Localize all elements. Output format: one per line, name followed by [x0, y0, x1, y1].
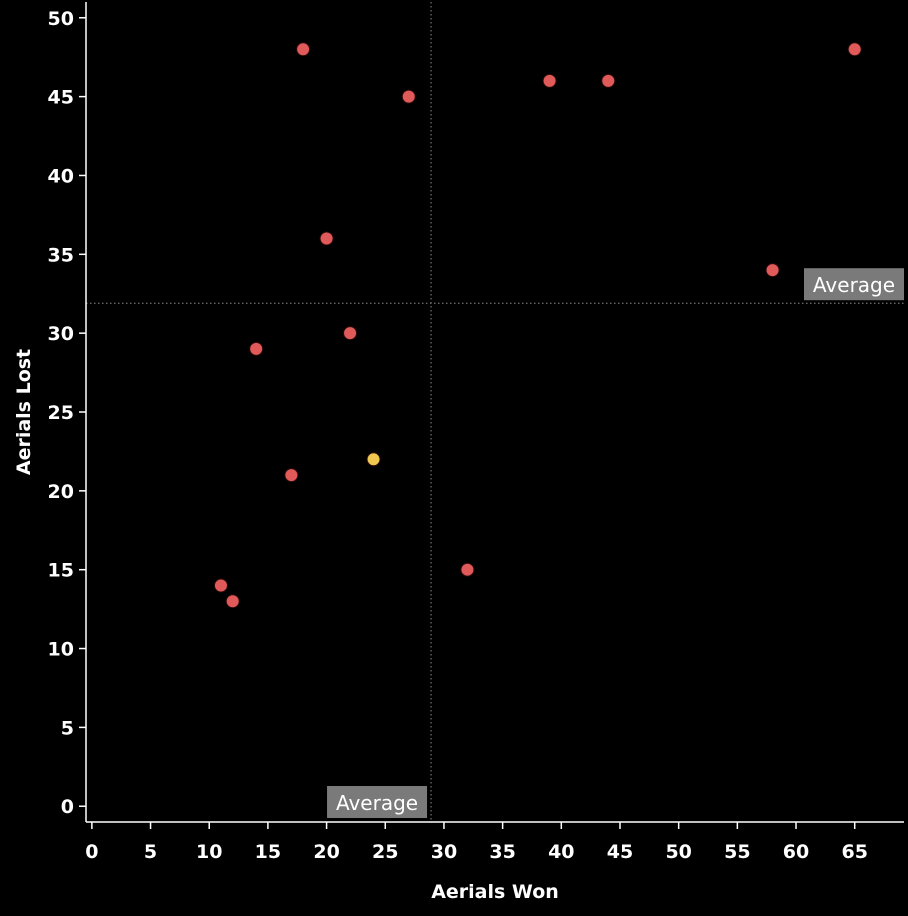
- reference-lines: [86, 2, 904, 822]
- x-tick-label: 5: [144, 841, 157, 863]
- y-tick-label: 50: [48, 8, 74, 30]
- y-tick-label: 25: [48, 402, 74, 424]
- data-point: [343, 326, 358, 341]
- data-point: [765, 263, 780, 278]
- x-tick-label: 50: [665, 841, 691, 863]
- y-tick-label: 20: [48, 481, 74, 503]
- axes: [85, 2, 904, 823]
- y-average-label-box: [804, 268, 904, 301]
- x-axis-ticks: 0 5 10 15 20 25 30 35 40 45 50 55 60 65: [85, 822, 868, 863]
- y-tick-label: 15: [48, 560, 74, 582]
- x-tick-label: 55: [724, 841, 750, 863]
- x-tick-label: 60: [783, 841, 809, 863]
- x-average-label-box: [327, 786, 428, 818]
- data-point: [296, 42, 311, 57]
- y-tick-label: 0: [61, 796, 74, 818]
- x-average-label: Average: [336, 791, 418, 815]
- y-tick-label: 40: [48, 165, 74, 187]
- y-tick-label: 35: [48, 244, 74, 266]
- data-points: [213, 42, 862, 609]
- x-tick-label: 65: [841, 841, 867, 863]
- y-average-label: Average: [813, 273, 895, 297]
- y-tick-label: 5: [61, 717, 74, 739]
- x-tick-label: 15: [255, 841, 281, 863]
- y-axis-title: Aerials Lost: [13, 349, 35, 475]
- reference-labels: Average Average: [327, 268, 904, 818]
- data-point: [460, 562, 475, 577]
- x-tick-label: 40: [548, 841, 574, 863]
- x-tick-label: 20: [313, 841, 339, 863]
- y-tick-label: 30: [48, 323, 74, 345]
- x-tick-label: 45: [607, 841, 633, 863]
- data-point: [401, 89, 416, 104]
- data-point: [319, 231, 334, 246]
- data-point: [249, 341, 264, 356]
- data-point: [601, 73, 616, 88]
- x-tick-label: 25: [372, 841, 398, 863]
- y-tick-label: 10: [48, 639, 74, 661]
- data-point: [542, 73, 557, 88]
- y-tick-label: 45: [48, 87, 74, 109]
- x-axis-title: Aerials Won: [431, 881, 559, 903]
- highlight-data-point: [366, 452, 381, 467]
- data-point: [284, 468, 299, 483]
- x-tick-label: 35: [489, 841, 515, 863]
- data-point: [213, 578, 228, 593]
- x-tick-label: 30: [431, 841, 457, 863]
- data-point: [847, 42, 862, 57]
- x-tick-label: 10: [196, 841, 222, 863]
- y-axis-ticks: 0 5 10 15 20 25 30 35 40 45 50: [48, 8, 86, 818]
- x-tick-label: 0: [85, 841, 98, 863]
- data-point: [225, 594, 240, 609]
